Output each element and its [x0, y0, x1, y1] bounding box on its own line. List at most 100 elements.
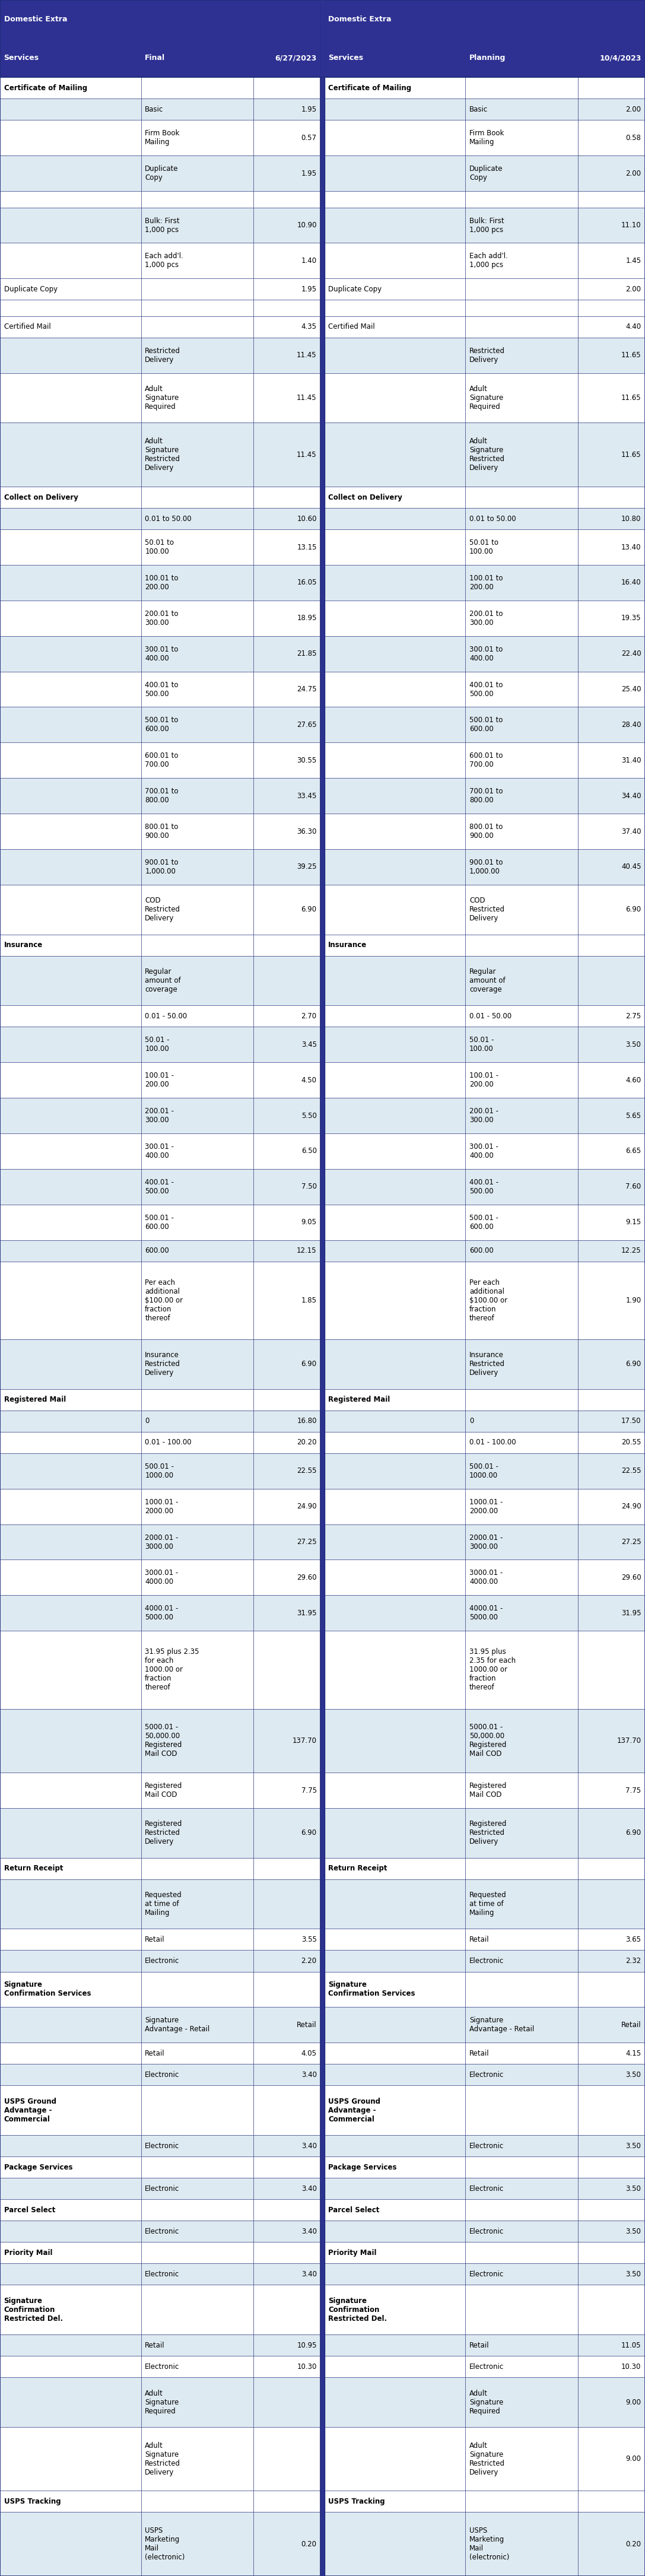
- Text: 300.01 -
400.00: 300.01 - 400.00: [470, 1144, 499, 1159]
- Text: 50.01 to
100.00: 50.01 to 100.00: [145, 538, 174, 556]
- Bar: [0, 1525, 141, 1558]
- Bar: [0, 1239, 141, 1262]
- Bar: [0, 1453, 141, 1489]
- Bar: [0, 1558, 141, 1595]
- Text: 3.50: 3.50: [626, 2071, 641, 2079]
- Bar: [0, 1061, 141, 1097]
- Text: 500.01 -
1000.00: 500.01 - 1000.00: [145, 1463, 174, 1479]
- Bar: [578, 1340, 645, 1388]
- Bar: [466, 1028, 578, 1061]
- Text: 6.90: 6.90: [626, 907, 641, 914]
- Text: 0: 0: [145, 1417, 149, 1425]
- Bar: [253, 77, 321, 98]
- Bar: [141, 1005, 253, 1028]
- Text: 400.01 to
500.00: 400.01 to 500.00: [470, 680, 503, 698]
- Bar: [324, 2007, 466, 2043]
- Bar: [466, 2221, 578, 2241]
- Bar: [141, 1950, 253, 1971]
- Bar: [578, 1558, 645, 1595]
- Bar: [466, 1878, 578, 1929]
- Bar: [141, 1028, 253, 1061]
- Bar: [324, 2136, 466, 2156]
- Bar: [253, 884, 321, 935]
- Bar: [466, 487, 578, 507]
- Bar: [578, 1170, 645, 1206]
- Bar: [578, 299, 645, 317]
- Bar: [466, 1595, 578, 1631]
- Text: Certificate of Mailing: Certificate of Mailing: [4, 85, 87, 93]
- Bar: [0, 1971, 141, 2007]
- Text: 0.20: 0.20: [626, 2540, 641, 2548]
- Text: 30.55: 30.55: [297, 757, 317, 765]
- Bar: [324, 850, 466, 884]
- Text: 37.40: 37.40: [621, 827, 641, 835]
- Bar: [466, 2156, 578, 2177]
- Bar: [466, 564, 578, 600]
- Text: 22.40: 22.40: [621, 649, 641, 657]
- Bar: [0, 1489, 141, 1525]
- Bar: [466, 1857, 578, 1878]
- Text: Certificate of Mailing: Certificate of Mailing: [328, 85, 412, 93]
- Bar: [141, 1558, 253, 1595]
- Bar: [578, 2427, 645, 2491]
- Text: 1.95: 1.95: [301, 106, 317, 113]
- Bar: [324, 1028, 466, 1061]
- Bar: [0, 814, 141, 850]
- Text: Insurance
Restricted
Delivery: Insurance Restricted Delivery: [470, 1352, 505, 1378]
- Bar: [578, 1388, 645, 1412]
- Text: 200.01 to
300.00: 200.01 to 300.00: [145, 611, 179, 626]
- Bar: [324, 2357, 466, 2378]
- Bar: [578, 1262, 645, 1340]
- Bar: [324, 2264, 466, 2285]
- Bar: [578, 564, 645, 600]
- Bar: [0, 191, 141, 209]
- Text: Electronic: Electronic: [470, 1958, 504, 1965]
- Text: 11.45: 11.45: [297, 394, 317, 402]
- Text: 11.45: 11.45: [297, 451, 317, 459]
- Bar: [324, 1878, 466, 1929]
- Bar: [578, 2491, 645, 2512]
- Text: Retail: Retail: [145, 2342, 165, 2349]
- Text: Signature
Confirmation Services: Signature Confirmation Services: [328, 1981, 415, 1999]
- Text: Services: Services: [4, 54, 39, 62]
- Bar: [0, 1772, 141, 1808]
- Bar: [141, 2087, 253, 2136]
- Text: 800.01 to
900.00: 800.01 to 900.00: [470, 824, 503, 840]
- Text: 3.40: 3.40: [301, 2184, 317, 2192]
- Text: 300.01 -
400.00: 300.01 - 400.00: [145, 1144, 174, 1159]
- Bar: [253, 2264, 321, 2285]
- Text: Electronic: Electronic: [470, 2362, 504, 2370]
- Bar: [466, 636, 578, 672]
- Bar: [141, 242, 253, 278]
- Bar: [466, 935, 578, 956]
- Bar: [253, 191, 321, 209]
- Bar: [0, 98, 141, 121]
- Text: Each add'l.
1,000 pcs: Each add'l. 1,000 pcs: [470, 252, 508, 268]
- Text: 3000.01 -
4000.00: 3000.01 - 4000.00: [145, 1569, 178, 1587]
- Bar: [141, 956, 253, 1005]
- Bar: [578, 317, 645, 337]
- Bar: [578, 278, 645, 299]
- Bar: [141, 2177, 253, 2200]
- Text: 6.50: 6.50: [301, 1146, 317, 1154]
- Text: 0.01 to 50.00: 0.01 to 50.00: [470, 515, 516, 523]
- Bar: [141, 742, 253, 778]
- Text: Insurance
Restricted
Delivery: Insurance Restricted Delivery: [145, 1352, 181, 1378]
- Text: Adult
Signature
Required: Adult Signature Required: [145, 2391, 179, 2414]
- Text: Retail: Retail: [470, 1935, 490, 1942]
- Text: Bulk: First
1,000 pcs: Bulk: First 1,000 pcs: [470, 216, 504, 234]
- Text: 5.50: 5.50: [301, 1113, 317, 1121]
- Text: Signature
Confirmation
Restricted Del.: Signature Confirmation Restricted Del.: [4, 2298, 63, 2324]
- Bar: [578, 935, 645, 956]
- Bar: [466, 77, 578, 98]
- Text: 500.01 -
600.00: 500.01 - 600.00: [470, 1213, 499, 1231]
- Bar: [578, 422, 645, 487]
- Bar: [324, 121, 466, 155]
- Text: 5000.01 -
50,000.00
Registered
Mail COD: 5000.01 - 50,000.00 Registered Mail COD: [470, 1723, 507, 1757]
- Bar: [324, 0, 645, 77]
- Text: 0.01 - 50.00: 0.01 - 50.00: [470, 1012, 511, 1020]
- Text: Adult
Signature
Restricted
Delivery: Adult Signature Restricted Delivery: [145, 438, 181, 471]
- Bar: [0, 2043, 141, 2063]
- Bar: [0, 1388, 141, 1412]
- Text: 4000.01 -
5000.00: 4000.01 - 5000.00: [145, 1605, 179, 1620]
